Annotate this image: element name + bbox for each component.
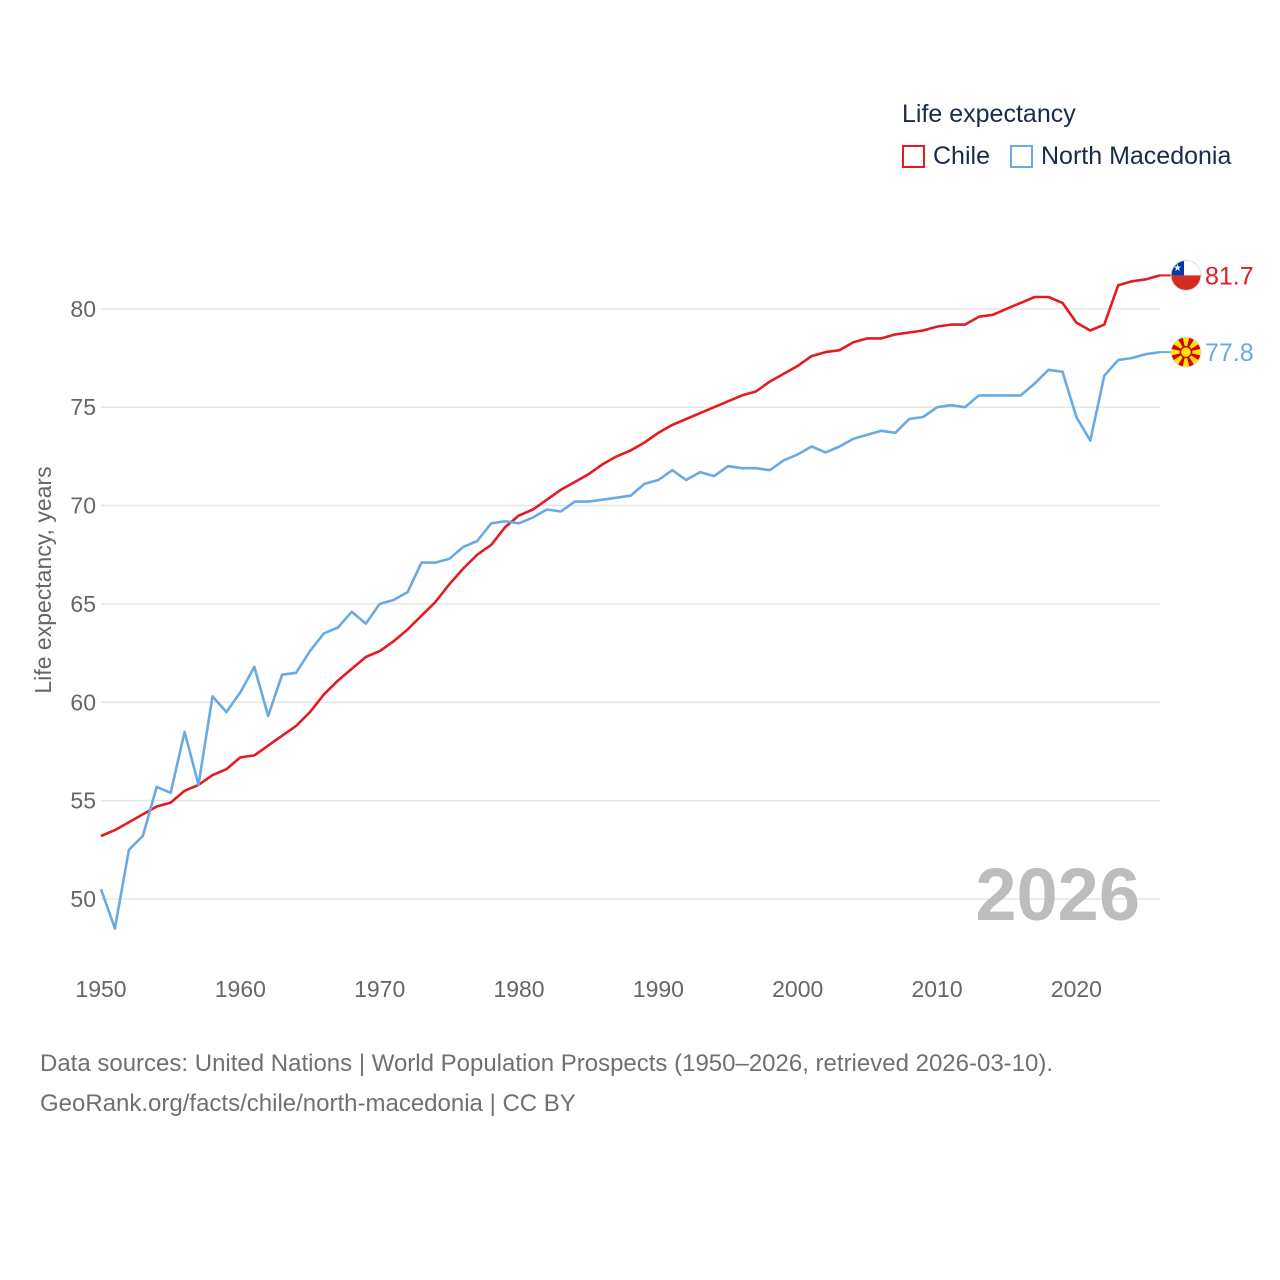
chile-swatch-icon: [902, 145, 925, 168]
y-tick-label: 80: [70, 296, 96, 322]
y-axis: 50 55 60 65 70 75 80: [70, 296, 96, 912]
y-tick-label: 50: [70, 886, 96, 912]
x-tick-label: 2020: [1051, 976, 1102, 1002]
x-tick-label: 1950: [75, 976, 126, 1002]
life-expectancy-chart: 50 55 60 65 70 75 80 1950 1960 1970 1980 1990 2000 2…: [30, 259, 1254, 1002]
legend-label-chile: Chile: [933, 142, 990, 170]
x-tick-label: 2000: [772, 976, 823, 1002]
y-tick-label: 75: [70, 394, 96, 420]
x-tick-label: 1980: [493, 976, 544, 1002]
legend-label-north-macedonia: North Macedonia: [1040, 142, 1232, 170]
end-value-label: 77.8: [1205, 339, 1254, 367]
x-tick-label: 2010: [911, 976, 962, 1002]
x-tick-label: 1960: [215, 976, 266, 1002]
y-tick-label: 60: [70, 689, 96, 715]
legend-item-north-macedonia[interactable]: North Macedonia: [1009, 142, 1232, 171]
north-macedonia-swatch-icon: [1009, 145, 1033, 168]
y-tick-label: 65: [70, 591, 96, 617]
x-tick-label: 1990: [633, 976, 684, 1002]
grid-lines: [101, 308, 1160, 900]
series-lines: [99, 274, 1161, 930]
series-line-north-macedonia[interactable]: [99, 350, 1161, 930]
legend-title: Life expectancy: [902, 100, 1076, 128]
y-tick-label: 70: [70, 493, 96, 519]
legend: Chile North Macedonia: [902, 142, 1231, 171]
chile-flag-icon: [1170, 259, 1202, 291]
y-tick-label: 55: [70, 788, 96, 814]
source-line-2[interactable]: GeoRank.org/facts/chile/north-macedonia …: [40, 1090, 576, 1117]
y-axis-label: Life expectancy, years: [30, 466, 56, 693]
end-value-label: 81.7: [1205, 262, 1254, 290]
end-labels: 81.7 77.8: [1160, 259, 1254, 368]
x-axis: 1950 1960 1970 1980 1990 2000 2010 2020: [75, 976, 1102, 1002]
north-macedonia-flag-icon: [1170, 336, 1202, 368]
current-year-label: 2026: [975, 853, 1140, 936]
legend-item-chile[interactable]: Chile: [902, 142, 990, 171]
x-tick-label: 1970: [354, 976, 405, 1002]
data-source-note: Data sources: United Nations | World Pop…: [40, 1044, 1053, 1124]
source-line-1: Data sources: United Nations | World Pop…: [40, 1050, 1054, 1077]
series-line-chile[interactable]: [100, 274, 1161, 838]
